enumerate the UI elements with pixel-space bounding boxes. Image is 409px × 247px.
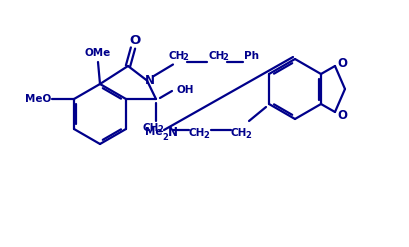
- Text: OH: OH: [176, 85, 194, 95]
- Text: N: N: [168, 125, 178, 139]
- Text: CH: CH: [209, 50, 225, 61]
- Text: MeO: MeO: [25, 94, 51, 104]
- Text: 2: 2: [157, 125, 163, 135]
- Text: 2: 2: [222, 53, 228, 62]
- Text: O: O: [337, 57, 347, 69]
- Text: Me: Me: [145, 127, 163, 137]
- Text: 2: 2: [162, 132, 168, 142]
- Text: CH: CH: [189, 128, 205, 138]
- Text: O: O: [337, 108, 347, 122]
- Text: OMe: OMe: [85, 48, 111, 58]
- Text: Ph: Ph: [245, 50, 259, 61]
- Text: 2: 2: [182, 53, 188, 62]
- Text: CH: CH: [143, 123, 159, 133]
- Text: 2: 2: [203, 130, 209, 140]
- Text: CH: CH: [231, 128, 247, 138]
- Text: 2: 2: [245, 130, 251, 140]
- Text: N: N: [145, 74, 155, 87]
- Text: O: O: [129, 34, 141, 46]
- Text: CH: CH: [169, 50, 185, 61]
